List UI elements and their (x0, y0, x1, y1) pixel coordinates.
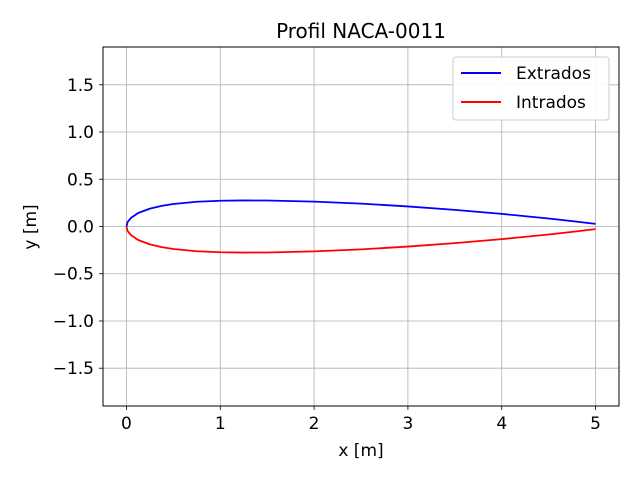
grid (103, 47, 619, 406)
y-axis-label: y [m] (21, 204, 41, 249)
x-tick-label: 0 (121, 414, 132, 434)
legend-label-extrados: Extrados (516, 64, 591, 84)
y-tick-label: 0.0 (67, 218, 94, 238)
y-tick-label: −0.5 (53, 265, 94, 285)
y-tick-label: −1.0 (53, 312, 94, 332)
x-tick-label: 2 (309, 414, 320, 434)
x-axis-label: x [m] (338, 441, 383, 461)
x-tick-label: 1 (215, 414, 226, 434)
y-tick-label: −1.5 (53, 359, 94, 379)
series-group (125, 199, 596, 254)
x-tick-label: 4 (496, 414, 507, 434)
x-tick-label: 5 (590, 414, 601, 434)
y-tick-label: 1.0 (67, 123, 94, 143)
chart-title: Profil NACA-0011 (276, 19, 446, 43)
y-tick-label: 0.5 (67, 170, 94, 190)
ticks: 0 1 2 3 4 5 1.5 1.0 0.5 0.0 −0.5 −1.0 −1.5 (53, 76, 601, 434)
legend: Extrados Intrados (452, 56, 610, 121)
legend-label-intrados: Intrados (516, 93, 586, 113)
series-line-intrados (125, 226, 596, 254)
x-tick-label: 3 (402, 414, 413, 434)
series-line-extrados (125, 199, 596, 227)
y-tick-label: 1.5 (67, 76, 94, 96)
